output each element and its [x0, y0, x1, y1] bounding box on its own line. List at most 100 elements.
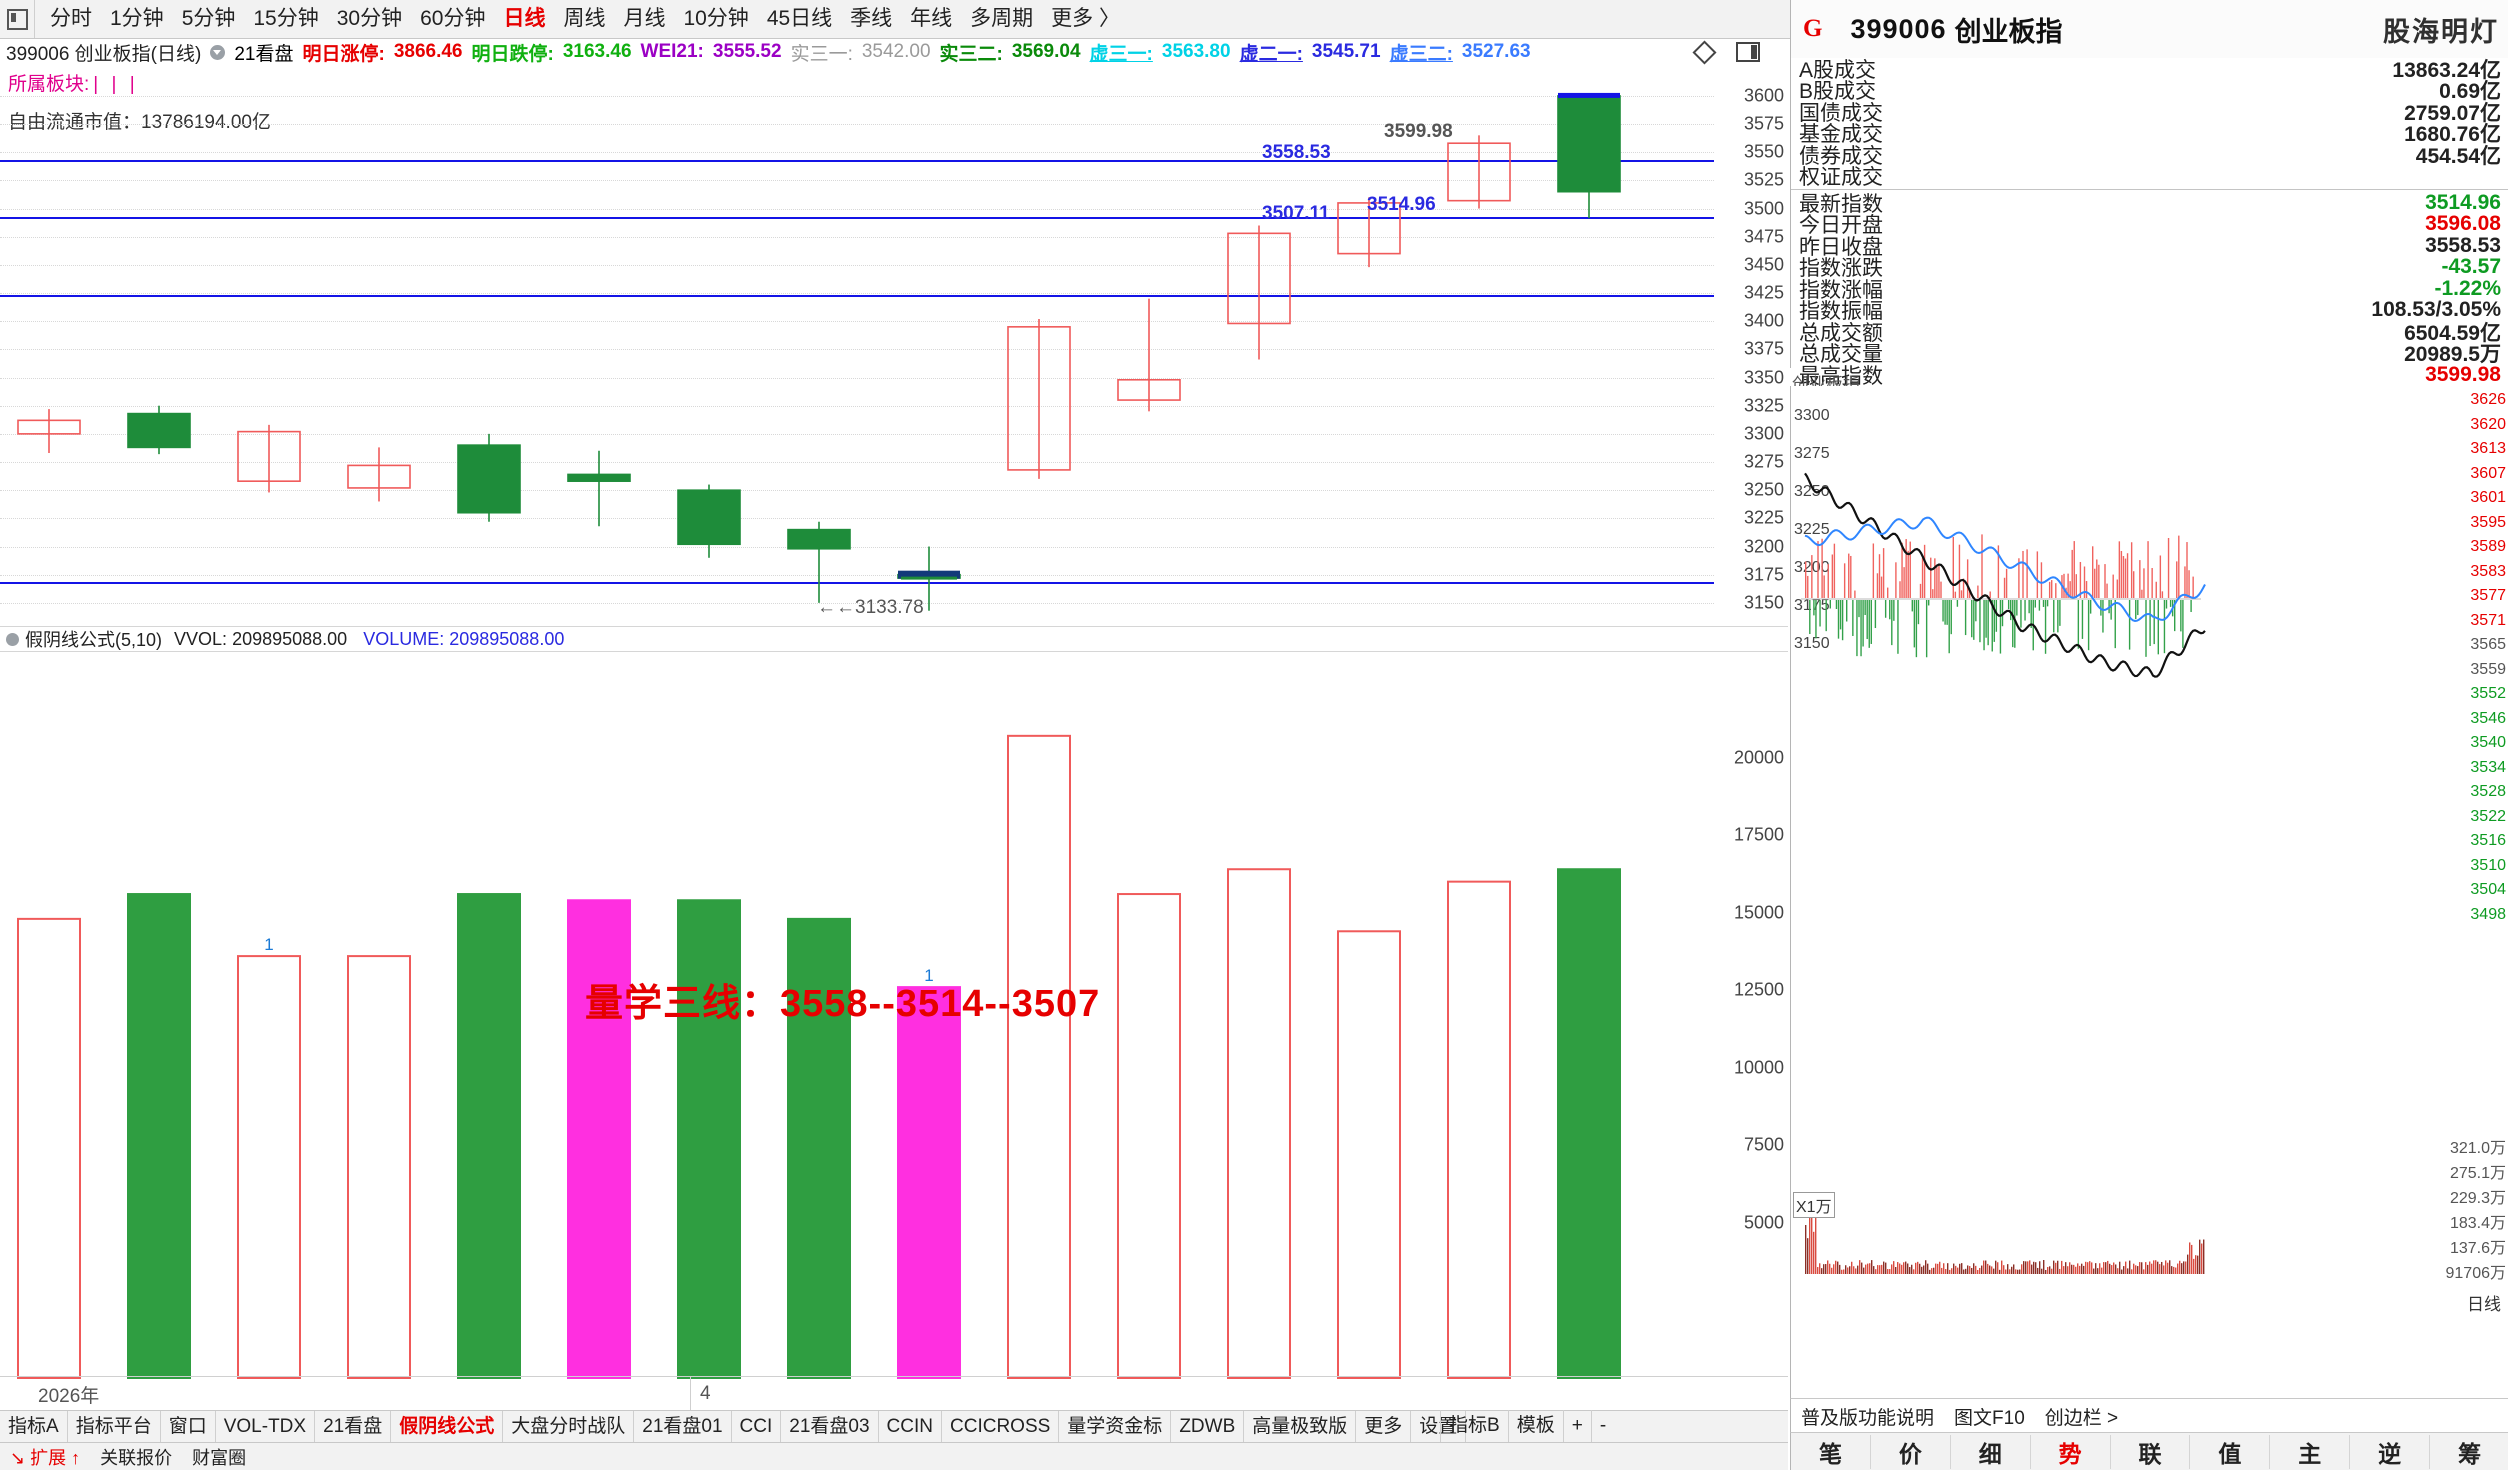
- period-tab-1[interactable]: 1分钟: [101, 0, 173, 38]
- mini-lower-volume-bar: [2137, 1266, 2138, 1274]
- period-tab-12[interactable]: 年线: [901, 0, 961, 38]
- mini-lower-volume-bar: [2199, 1240, 2200, 1274]
- mini-lower-volume-bar: [2179, 1261, 2180, 1274]
- mini-chart-pane[interactable]: 3300 3275 3250 3225 3200 3175 3150 3626 3620 361…: [1790, 386, 2508, 1286]
- indicator-tab-6[interactable]: 大盘分时战队: [503, 1411, 634, 1443]
- mini-lower-volume-bar: [2169, 1260, 2170, 1274]
- mini-lower-volume-bar: [2049, 1266, 2050, 1274]
- candle-body: [128, 414, 190, 448]
- indicator-name: 21看盘: [234, 39, 293, 66]
- right-bottom-tab-细[interactable]: 细: [1951, 1435, 2031, 1469]
- indicator-tab-5[interactable]: 假阴线公式: [391, 1411, 503, 1443]
- layout-toggle-icon[interactable]: [0, 0, 35, 38]
- mini-volume-tick: [1979, 600, 1980, 642]
- indicator-tab-13[interactable]: ZDWB: [1171, 1411, 1244, 1443]
- period-tab-2[interactable]: 5分钟: [173, 0, 245, 38]
- status-linked-quote[interactable]: 关联报价: [90, 1444, 182, 1470]
- mini-lower-volume-bar: [2007, 1264, 2008, 1274]
- indicator-tab-7[interactable]: 21看盘01: [634, 1411, 731, 1443]
- mini-volume-tick: [1903, 567, 1904, 598]
- indicator-tab-11[interactable]: CCICROSS: [942, 1411, 1059, 1443]
- period-tab-5[interactable]: 60分钟: [411, 0, 494, 38]
- mini-volume-tick: [1930, 558, 1931, 598]
- mini-lower-volume-bar: [1835, 1261, 1836, 1274]
- diamond-icon[interactable]: [1692, 40, 1716, 64]
- period-tab-10[interactable]: 45日线: [758, 0, 841, 38]
- mini-lower-volume-bar: [2045, 1270, 2046, 1274]
- chevron-down-icon-volume[interactable]: [6, 633, 19, 646]
- indicator-tab-14[interactable]: 高量极致版: [1244, 1411, 1356, 1443]
- indicator-tab-10[interactable]: CCIN: [879, 1411, 942, 1443]
- period-tab-11[interactable]: 季线: [841, 0, 901, 38]
- mini-lower-volume-bar: [1949, 1270, 1950, 1274]
- period-tab-3[interactable]: 15分钟: [244, 0, 327, 38]
- label-prevclose-3558: 3558.53: [1262, 142, 1331, 164]
- mini-volume-unit: X1万: [1793, 1192, 1835, 1218]
- indicator-tab-12[interactable]: 量学资金标: [1059, 1411, 1171, 1443]
- period-tab-daily[interactable]: 日线: [494, 0, 554, 38]
- indicator-right-btn-1[interactable]: 模板: [1508, 1410, 1563, 1442]
- indicator-tab-3[interactable]: VOL-TDX: [216, 1411, 315, 1443]
- right-bottom-link-2[interactable]: 创边栏 >: [2035, 1403, 2128, 1430]
- mini-lower-volume-bar: [2171, 1266, 2172, 1274]
- right-bottom-link-1[interactable]: 图文F10: [1944, 1403, 2035, 1430]
- mini-volume-tick: [2170, 600, 2171, 607]
- right-bottom-tab-势[interactable]: 势: [2031, 1435, 2111, 1469]
- mini-volume-tick: [1977, 586, 1978, 598]
- mini-lower-volume-bar: [2111, 1265, 2112, 1274]
- volume-formula-name: 假阴线公式(5,10): [25, 626, 162, 652]
- mini-volume-tick: [2059, 600, 2060, 626]
- mini-lower-volume-bar: [1807, 1238, 1808, 1274]
- period-tab-9[interactable]: 10分钟: [674, 0, 757, 38]
- indicator-right-btn-0[interactable]: 指标B: [1440, 1410, 1508, 1442]
- indicator-tab-4[interactable]: 21看盘: [315, 1411, 391, 1443]
- mini-lower-volume-bar: [2161, 1262, 2162, 1274]
- indicator-tab-1[interactable]: 指标平台: [68, 1411, 161, 1443]
- status-wealth-circle[interactable]: 财富圈: [182, 1444, 256, 1470]
- indicator-tab-9[interactable]: 21看盘03: [781, 1411, 878, 1443]
- right-bottom-tab-逆[interactable]: 逆: [2350, 1435, 2430, 1469]
- quote-row: 总成交额 6504.59亿: [1791, 321, 2508, 343]
- right-bottom-tab-值[interactable]: 值: [2190, 1435, 2270, 1469]
- period-tab-13[interactable]: 多周期: [961, 0, 1042, 38]
- panel-split-icon[interactable]: [1736, 42, 1760, 62]
- period-tab-0[interactable]: 分时: [41, 0, 101, 38]
- indicator-tab-15[interactable]: 更多: [1356, 1411, 1411, 1443]
- mini-lower-volume-bar: [1965, 1269, 1966, 1274]
- right-bottom-tab-主[interactable]: 主: [2270, 1435, 2350, 1469]
- mini-lower-volume-bar: [1983, 1261, 1984, 1274]
- mini-volume-tick: [2176, 561, 2177, 598]
- mini-volume-tick: [2133, 571, 2134, 598]
- mini-lower-volume-bar: [2145, 1262, 2146, 1274]
- price-chart-pane[interactable]: 所属板块: | | | 自由流通市值：13786194.00亿 3600 3575 3…: [0, 65, 1788, 627]
- right-bottom-links: 普及版功能说明 图文F10 创边栏 >: [1790, 1398, 2508, 1433]
- period-tab-4[interactable]: 30分钟: [328, 0, 411, 38]
- right-bottom-tab-价[interactable]: 价: [1871, 1435, 1951, 1469]
- mini-volume-tick: [1879, 554, 1880, 598]
- right-bottom-link-0[interactable]: 普及版功能说明: [1791, 1403, 1944, 1430]
- indicator-tab-0[interactable]: 指标A: [0, 1411, 68, 1443]
- chevron-down-icon[interactable]: [210, 45, 225, 60]
- indicator-tab-2[interactable]: 窗口: [161, 1411, 216, 1443]
- indicator-right-btn-2[interactable]: +: [1563, 1410, 1591, 1442]
- right-bottom-tab-筹[interactable]: 筹: [2430, 1435, 2508, 1469]
- mini-lower-volume-bar: [2027, 1261, 2028, 1274]
- period-tab-8[interactable]: 月线: [614, 0, 674, 38]
- right-bottom-tab-笔[interactable]: 笔: [1791, 1435, 1871, 1469]
- period-tab-more[interactable]: 更多 〉: [1042, 0, 1129, 38]
- volume-value: 209895088.00: [449, 629, 564, 650]
- mini-lower-volume-bar: [1841, 1270, 1842, 1274]
- mini-lower-volume-bar: [1877, 1265, 1878, 1274]
- period-tab-7[interactable]: 周线: [554, 0, 614, 38]
- mini-volume-tick: [2012, 600, 2013, 647]
- mini-lower-volume-bar: [2087, 1262, 2088, 1274]
- date-axis-divider: [690, 1377, 691, 1411]
- mini-lower-volume-bar: [1883, 1262, 1884, 1274]
- indicator-right-btn-3[interactable]: -: [1591, 1410, 1614, 1442]
- indicator-tab-8[interactable]: CCI: [732, 1411, 782, 1443]
- status-expand[interactable]: ↘ 扩展 ↑: [0, 1444, 90, 1470]
- mini-volume-tick: [2149, 600, 2150, 646]
- mini-lower-volume-bar: [1913, 1269, 1914, 1274]
- right-bottom-tab-联[interactable]: 联: [2111, 1435, 2191, 1469]
- mini-volume-tick: [2184, 566, 2185, 598]
